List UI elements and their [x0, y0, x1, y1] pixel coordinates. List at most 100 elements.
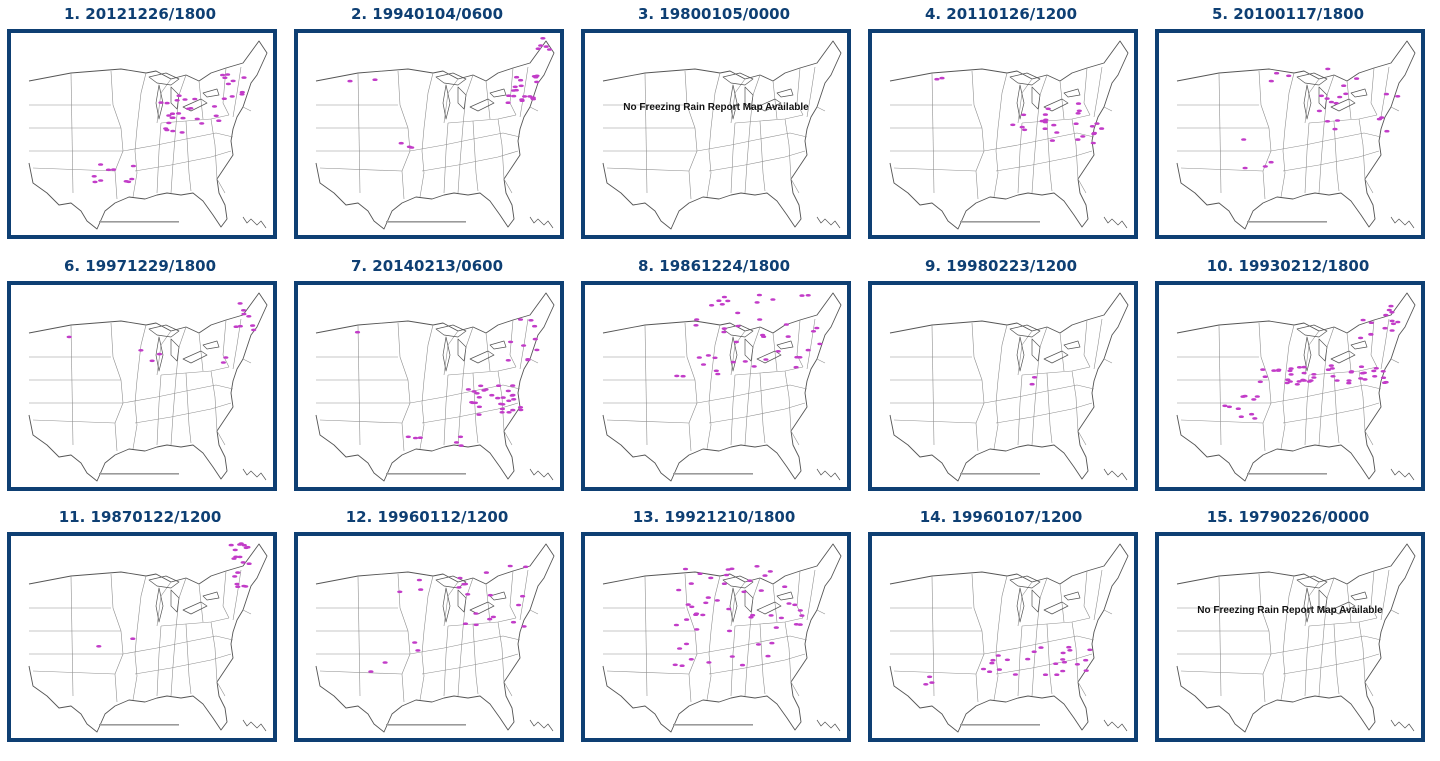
freezing-rain-report-marker [1301, 365, 1307, 369]
freezing-rain-report-marker [164, 101, 170, 105]
freezing-rain-report-marker [225, 73, 231, 76]
freezing-rain-report-marker [1094, 122, 1100, 125]
freezing-rain-report-marker [923, 683, 929, 686]
freezing-rain-report-marker [799, 294, 805, 297]
freezing-rain-map [602, 292, 842, 482]
state-boundary [421, 402, 519, 424]
map-caption-line [1247, 473, 1327, 475]
freezing-rain-report-marker [1054, 131, 1060, 134]
state-boundary [185, 623, 192, 695]
freezing-rain-report-marker [169, 116, 175, 120]
state-boundary [993, 72, 1008, 198]
state-boundary [971, 322, 985, 452]
state-boundary [1318, 627, 1325, 697]
state-boundary [357, 575, 361, 697]
freezing-rain-report-marker [465, 593, 471, 596]
state-boundary [772, 80, 778, 120]
state-boundary [1103, 358, 1113, 364]
freezing-rain-report-marker [111, 168, 117, 171]
state-boundary [1380, 569, 1390, 621]
freezing-rain-report-marker [239, 90, 245, 94]
freezing-rain-report-marker [792, 603, 798, 607]
state-boundary [1093, 66, 1103, 118]
freezing-rain-report-marker [755, 643, 762, 646]
freezing-rain-report-marker [194, 117, 200, 121]
state-boundary [419, 324, 434, 450]
freezing-rain-report-marker [237, 543, 243, 546]
state-boundary [242, 609, 252, 615]
freezing-rain-report-marker [1395, 95, 1401, 98]
state-boundary [796, 67, 804, 116]
state-boundary [1308, 366, 1378, 376]
great-lake [729, 84, 738, 120]
florida-keys [242, 719, 267, 732]
freezing-rain-report-marker [680, 374, 686, 378]
great-lake [435, 324, 467, 338]
state-boundary [170, 376, 177, 446]
florida-keys [1103, 468, 1128, 481]
map-caption-line [960, 724, 1040, 726]
us-coastline [315, 40, 555, 230]
state-boundary [222, 570, 230, 619]
great-lake [1350, 340, 1368, 350]
state-boundary [134, 150, 232, 172]
freezing-rain-report-marker [927, 675, 933, 679]
freezing-rain-report-marker [1235, 407, 1241, 410]
freezing-rain-report-marker [1251, 398, 1257, 401]
great-lake [202, 88, 220, 98]
state-boundary [497, 118, 505, 180]
freezing-rain-report-marker [505, 101, 511, 104]
great-lake [182, 350, 208, 364]
state-boundary [1333, 120, 1340, 192]
freezing-rain-report-marker [66, 335, 72, 339]
freezing-rain-report-marker [934, 77, 940, 81]
state-boundary [185, 120, 192, 192]
great-lake [457, 338, 467, 362]
freezing-rain-report-marker [506, 411, 512, 414]
great-lake [202, 591, 220, 601]
freezing-rain-report-marker [1091, 131, 1097, 135]
freezing-rain-report-marker [105, 168, 112, 172]
freezing-rain-report-marker [98, 163, 104, 166]
great-lake [729, 587, 738, 623]
state-boundary [421, 653, 519, 675]
freezing-rain-report-marker [767, 570, 773, 573]
freezing-rain-report-marker [149, 359, 155, 363]
freezing-rain-report-marker [1054, 673, 1060, 676]
freezing-rain-report-marker [462, 622, 469, 625]
state-boundary [995, 402, 1093, 424]
state-boundary [319, 419, 403, 424]
freezing-rain-report-marker [1329, 367, 1335, 370]
state-boundary [232, 318, 242, 370]
freezing-rain-report-marker [1061, 660, 1067, 664]
freezing-rain-report-marker [1249, 412, 1255, 416]
freezing-rain-report-marker [1311, 376, 1317, 379]
state-boundary [110, 322, 124, 452]
freezing-rain-report-marker [793, 365, 799, 369]
state-boundary [644, 72, 648, 194]
state-boundary [1077, 178, 1087, 194]
state-boundary [893, 167, 977, 172]
freezing-rain-report-marker [96, 645, 102, 648]
state-boundary [708, 150, 806, 172]
freezing-rain-report-marker [987, 670, 993, 673]
freezing-rain-report-marker [1311, 373, 1317, 376]
state-boundary [749, 326, 761, 378]
freezing-rain-report-marker [530, 96, 536, 100]
freezing-rain-report-marker [1382, 326, 1388, 330]
freezing-rain-report-marker [733, 340, 739, 344]
freezing-rain-report-marker [521, 625, 527, 628]
great-lake [756, 350, 782, 364]
freezing-rain-report-marker [1074, 663, 1080, 666]
us-coastline [1176, 292, 1416, 482]
great-lake [1350, 88, 1368, 98]
freezing-rain-report-marker [543, 45, 549, 48]
state-boundary [744, 124, 751, 194]
freezing-rain-report-marker [418, 588, 424, 591]
freezing-rain-report-marker [1242, 166, 1248, 170]
state-boundary [1280, 575, 1295, 701]
state-boundary [749, 577, 761, 629]
great-lake [469, 601, 495, 615]
state-boundary [1258, 573, 1272, 703]
freezing-rain-report-marker [1380, 376, 1387, 379]
